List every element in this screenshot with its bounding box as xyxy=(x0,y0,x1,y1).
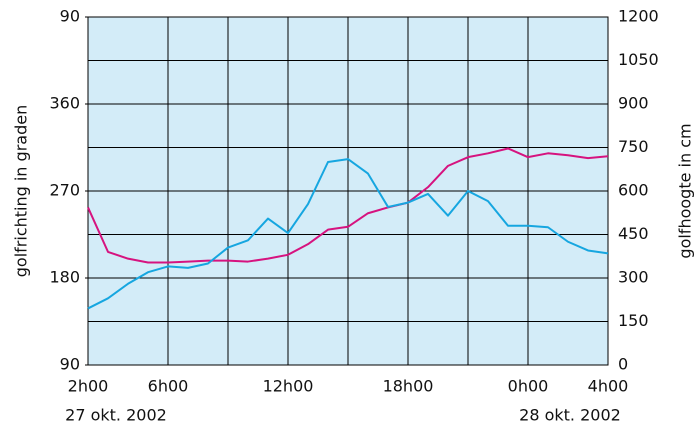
x-tick-label: 18h00 xyxy=(383,377,434,396)
data-line xyxy=(87,158,609,310)
x-tick-label: 6h00 xyxy=(148,377,189,396)
y2-tick-label: 900 xyxy=(618,94,649,113)
y2-tick-label: 150 xyxy=(618,311,649,330)
y2-tick-label: 1050 xyxy=(618,50,659,69)
x-tick-label: 0h00 xyxy=(508,377,549,396)
date-label: 27 okt. 2002 xyxy=(65,406,167,425)
y2-tick-label: 450 xyxy=(618,224,649,243)
y-tick-label: 360 xyxy=(49,94,80,113)
y-tick-label: 90 xyxy=(60,7,80,26)
y-axis-label: golfrichting in graden xyxy=(12,105,31,277)
y2-tick-label: 750 xyxy=(618,137,649,156)
date-label: 28 okt. 2002 xyxy=(519,406,621,425)
plot-border xyxy=(87,16,609,366)
y-tick-label: 90 xyxy=(60,355,80,374)
x-tick-label: 2h00 xyxy=(68,377,109,396)
y2-axis-label: golfhoogte in cm xyxy=(676,123,695,258)
y-tick-label: 180 xyxy=(49,268,80,287)
y-tick-label: 270 xyxy=(49,181,80,200)
x-tick-label: 12h00 xyxy=(263,377,314,396)
y2-tick-label: 1200 xyxy=(618,7,659,26)
y2-tick-label: 600 xyxy=(618,181,649,200)
y2-tick-label: 300 xyxy=(618,268,649,287)
y2-tick-label: 0 xyxy=(618,355,628,374)
data-line xyxy=(87,147,609,264)
x-tick-label: 4h00 xyxy=(588,377,629,396)
